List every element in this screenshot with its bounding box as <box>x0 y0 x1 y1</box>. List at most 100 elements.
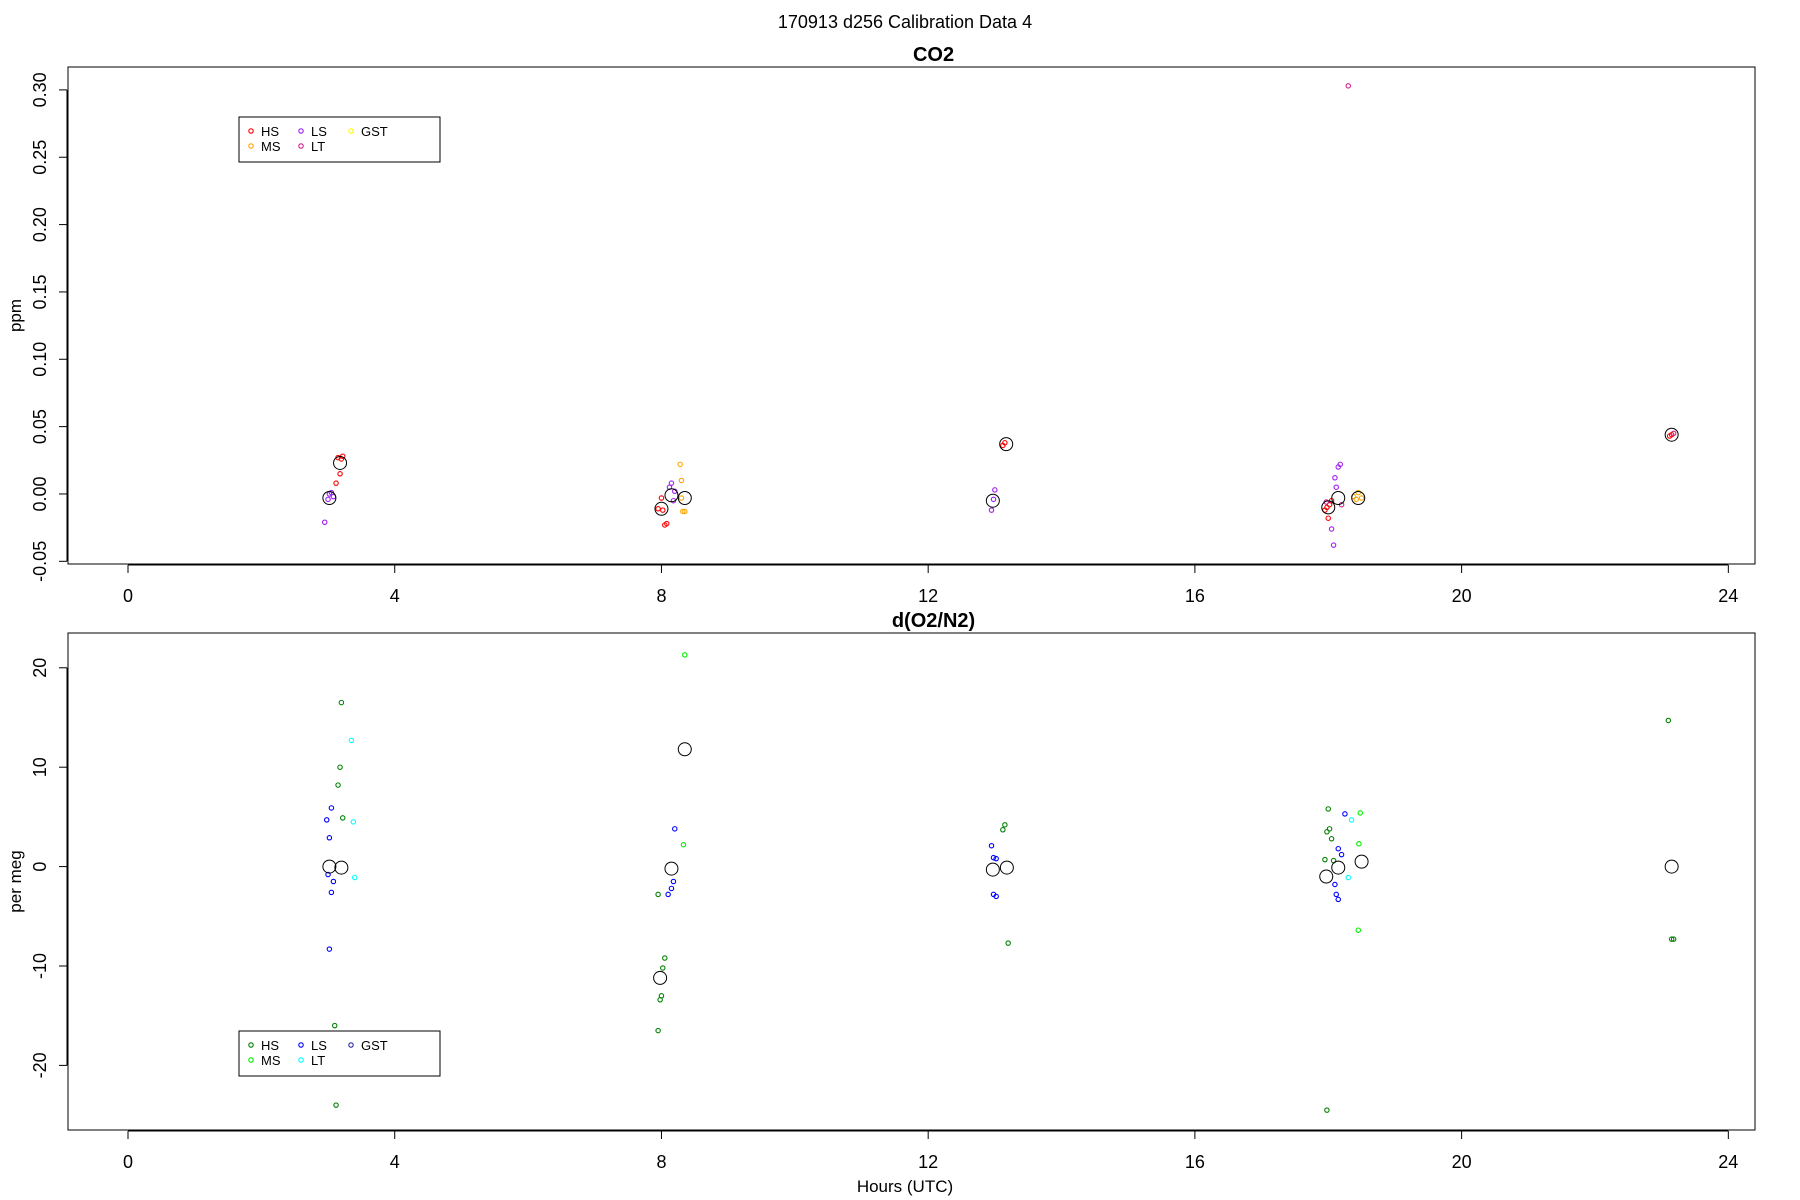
x-tick-label: 24 <box>1718 1152 1738 1172</box>
data-point-hs <box>655 1027 661 1034</box>
y-tick-label: 0.20 <box>30 207 50 242</box>
mean-marker <box>1319 869 1334 884</box>
legend-label: GST <box>361 124 388 139</box>
data-point-ms <box>680 508 686 515</box>
data-point-ls <box>326 946 333 952</box>
y-tick-label: 10 <box>30 757 50 777</box>
data-point-ls <box>330 878 337 885</box>
data-point-hs <box>339 815 346 821</box>
x-tick-label: 16 <box>1185 1152 1205 1172</box>
y-tick-label: -0.05 <box>30 541 50 582</box>
data-point-ms <box>680 841 687 848</box>
x-tick-label: 0 <box>123 586 133 606</box>
data-point-hs <box>664 520 670 527</box>
mean-marker <box>654 501 669 516</box>
data-point-lt <box>1670 430 1677 437</box>
data-point-hs <box>1000 827 1006 833</box>
legend-label: GST <box>361 1038 388 1053</box>
mean-marker <box>985 493 1000 508</box>
o2n2-panel: d(O2/N2) 0 4 8 12 16 20 24 -20 -10 0 10 20 per meg HS L… <box>6 610 1756 1172</box>
data-point-hs <box>660 507 666 513</box>
mean-marker <box>664 861 679 876</box>
x-tick-label: 20 <box>1452 1152 1472 1172</box>
legend-marker <box>298 128 304 134</box>
data-point-ls <box>1337 461 1344 468</box>
data-point-hs <box>658 495 665 501</box>
mean-marker <box>1354 854 1369 869</box>
x-tick-label: 8 <box>656 1152 666 1172</box>
data-point-ls <box>325 496 331 503</box>
co2-panel: CO2 0 4 8 12 16 20 24 -0.05 0.00 0.05 0.10 0.15 0.20 0… <box>6 44 1756 606</box>
data-point-ls <box>990 496 997 503</box>
legend-label: MS <box>261 139 281 154</box>
data-point-lt <box>1345 83 1352 89</box>
mean-marker <box>985 862 1000 877</box>
data-point-hs <box>655 891 661 898</box>
data-point-hs <box>1324 829 1330 835</box>
data-point-ms <box>1358 495 1365 501</box>
data-point-ls <box>1330 542 1337 548</box>
data-point-hs <box>1666 433 1673 439</box>
mean-marker <box>677 491 692 506</box>
mean-marker <box>677 742 692 757</box>
y-tick-label: 20 <box>30 658 50 678</box>
y-tick-label: 0 <box>30 862 50 872</box>
legend-box <box>238 1030 441 1077</box>
data-point-ls <box>1333 484 1340 490</box>
x-tick-label: 8 <box>656 586 666 606</box>
data-point-hs <box>1002 822 1008 828</box>
data-point-lt <box>348 737 355 744</box>
data-point-hs <box>1665 717 1672 724</box>
legend-label: HS <box>261 1038 279 1053</box>
data-point-hs <box>1325 515 1331 521</box>
data-point-lt <box>1345 874 1352 881</box>
mean-marker <box>322 491 337 506</box>
data-point-lt <box>351 874 358 881</box>
legend-marker <box>348 128 354 134</box>
data-point-hs <box>1670 936 1677 942</box>
data-point-ls <box>328 889 335 896</box>
data-point-hs <box>657 997 663 1003</box>
data-point-ls <box>668 480 675 486</box>
data-point-ls <box>321 519 328 525</box>
data-point-ls <box>993 855 999 862</box>
data-point-ms <box>1355 489 1362 496</box>
mean-marker <box>1351 491 1366 506</box>
legend-marker <box>298 1057 304 1063</box>
y-tick-label: 0.15 <box>30 274 50 309</box>
legend-marker <box>298 143 304 149</box>
legend-marker <box>248 143 254 149</box>
y-axis-title: per meg <box>6 850 25 912</box>
mean-marker <box>1331 491 1346 506</box>
data-point-ms <box>678 477 685 484</box>
data-point-ls <box>992 487 998 493</box>
legend-marker <box>348 1042 354 1048</box>
data-point-ls <box>672 826 678 832</box>
mean-marker <box>664 488 679 503</box>
data-point-hs <box>338 699 345 706</box>
y-tick-label: -10 <box>30 953 50 979</box>
x-tick-label: 12 <box>918 586 938 606</box>
x-axis-title: Hours (UTC) <box>857 1177 953 1196</box>
data-point-ms <box>677 461 683 468</box>
data-point-ls <box>1342 811 1348 817</box>
data-point-ms <box>678 495 685 501</box>
mean-marker <box>999 860 1014 875</box>
data-point-hs <box>660 965 666 971</box>
y-tick-label: -20 <box>30 1052 50 1078</box>
plot-frame <box>67 632 1756 1131</box>
legend-label: LT <box>311 139 325 154</box>
data-point-hs <box>1005 940 1011 946</box>
data-point-hs <box>1324 1107 1330 1113</box>
data-point-ls <box>1332 475 1338 481</box>
legend-label: LS <box>311 1038 327 1053</box>
data-point-ls <box>1335 896 1342 903</box>
legend-label: MS <box>261 1053 281 1068</box>
legend-marker <box>248 128 254 134</box>
data-point-lt <box>350 819 357 825</box>
legend-label: LT <box>311 1053 325 1068</box>
mean-marker <box>1321 500 1336 515</box>
data-point-ls <box>993 893 999 900</box>
panel-title: CO2 <box>913 44 954 66</box>
